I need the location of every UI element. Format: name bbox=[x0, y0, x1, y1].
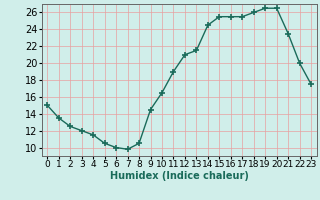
X-axis label: Humidex (Indice chaleur): Humidex (Indice chaleur) bbox=[110, 171, 249, 181]
